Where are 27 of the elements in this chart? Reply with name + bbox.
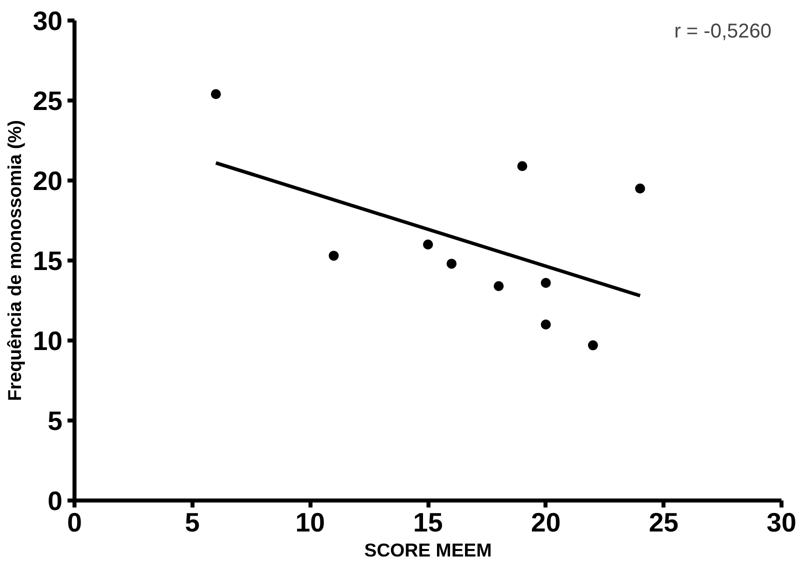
point bbox=[446, 258, 457, 269]
x-tick-label: 10 bbox=[295, 508, 325, 538]
y-tick-label: 30 bbox=[32, 6, 63, 36]
y-axis-title: Frequência de monossomia (%) bbox=[4, 120, 25, 401]
y-tick-label: 5 bbox=[48, 406, 63, 436]
x-tick-label: 30 bbox=[766, 508, 796, 538]
point bbox=[328, 250, 339, 261]
y-tick-label: 20 bbox=[32, 166, 63, 196]
point bbox=[540, 320, 551, 330]
point bbox=[588, 340, 598, 350]
x-tick-label: 0 bbox=[67, 508, 82, 538]
point bbox=[540, 278, 551, 288]
x-tick-label: 15 bbox=[413, 508, 443, 538]
x-tick-label: 20 bbox=[531, 508, 561, 538]
annotation: r = -0,5260 bbox=[674, 20, 772, 42]
point bbox=[423, 240, 433, 250]
y-tick-label: 10 bbox=[32, 326, 63, 356]
point bbox=[635, 184, 646, 194]
point bbox=[494, 281, 504, 292]
point bbox=[210, 89, 221, 100]
y-tick-label: 25 bbox=[32, 86, 63, 116]
y-tick-label: 0 bbox=[48, 486, 63, 516]
x-tick-label: 25 bbox=[648, 508, 679, 538]
x-tick-label: 5 bbox=[184, 508, 200, 538]
point bbox=[517, 161, 528, 172]
x-axis-title: SCORE MEEM bbox=[364, 540, 492, 560]
y-tick-label: 15 bbox=[32, 246, 63, 276]
